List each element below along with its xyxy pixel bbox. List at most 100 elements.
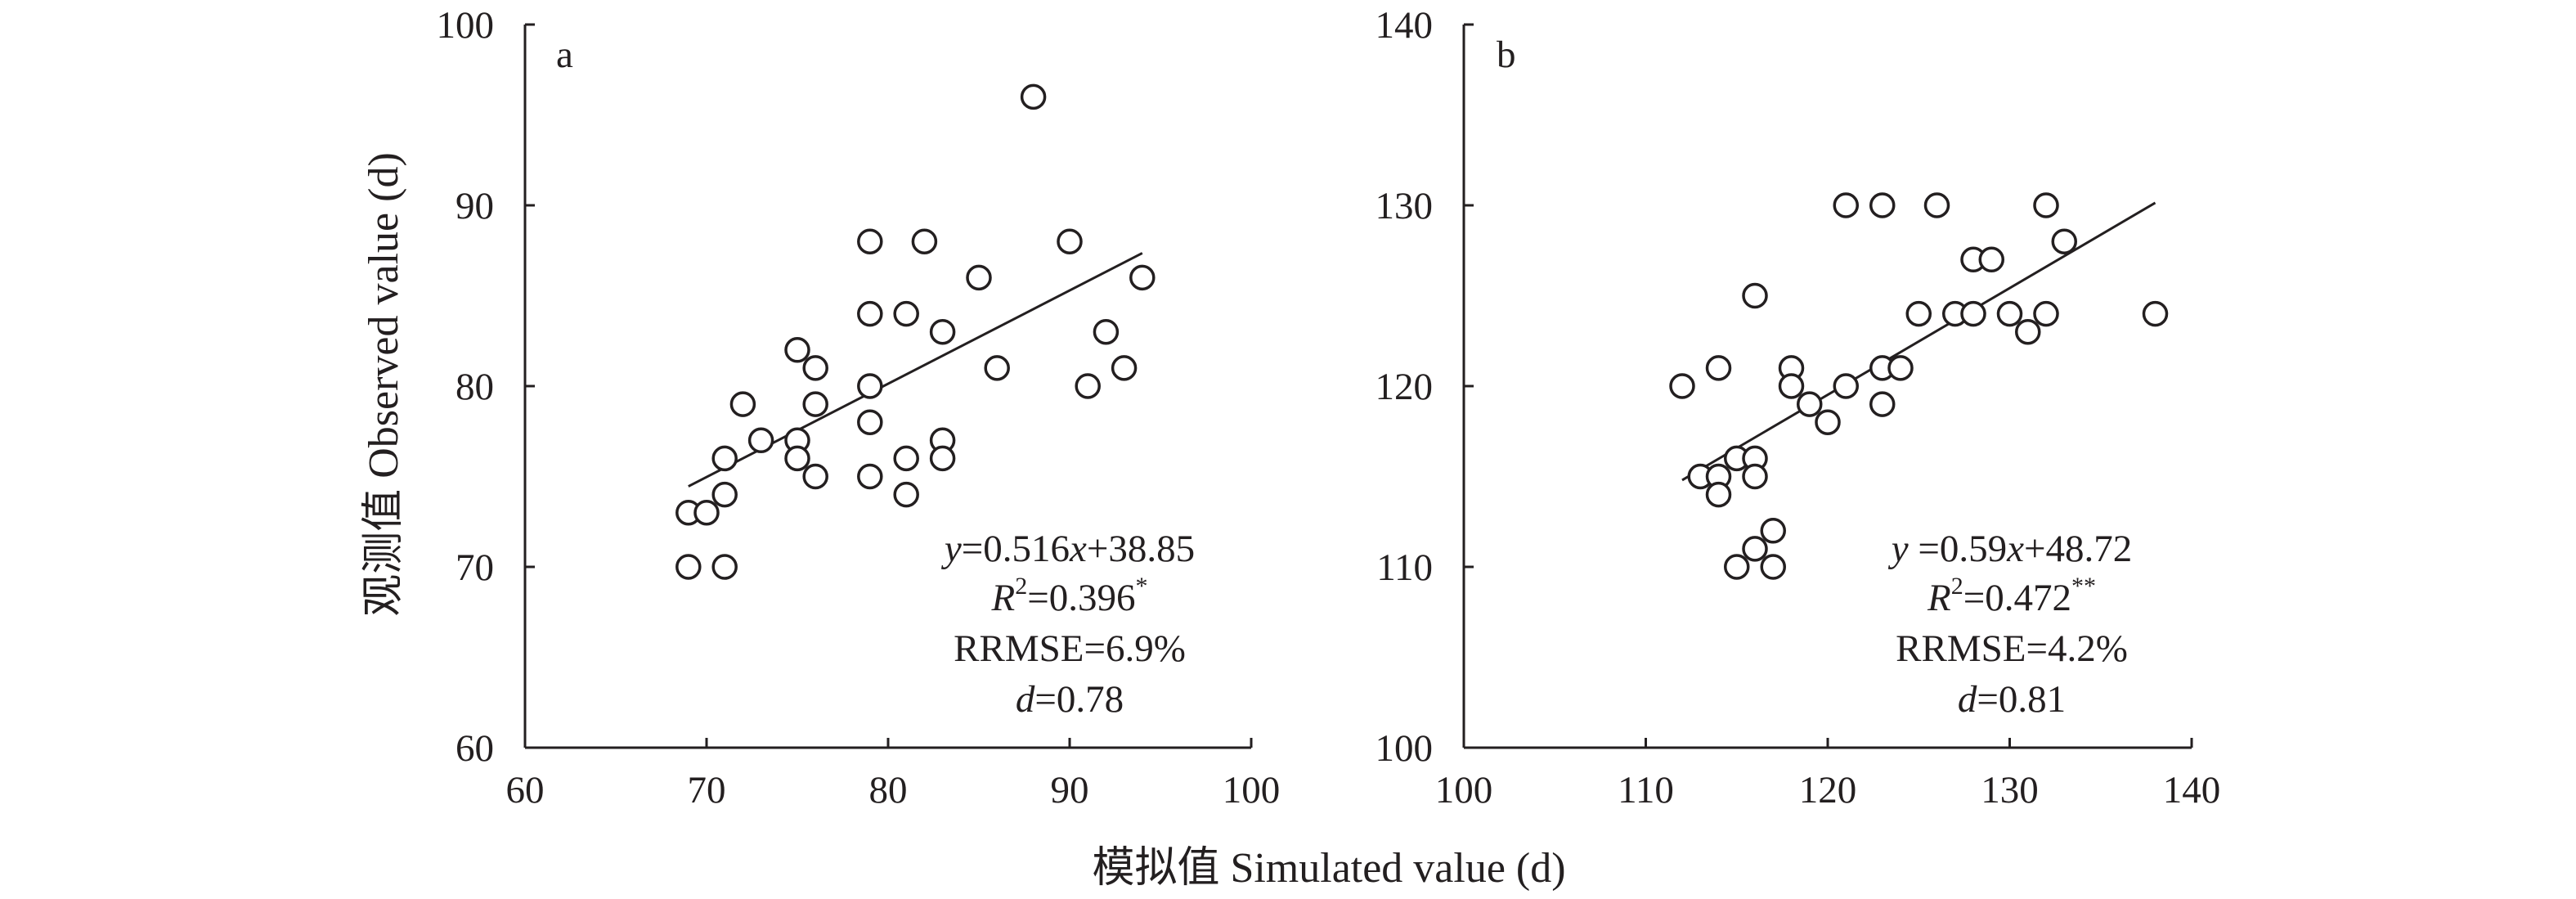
panel-a-x-tick-label: 90 xyxy=(1051,769,1089,811)
panel-a-data-point xyxy=(857,373,883,399)
panel-b-rrmse: RRMSE=4.2% xyxy=(1896,627,2128,670)
panel-b-equation: y =0.59x+48.72 xyxy=(1888,528,2133,570)
panel-a-equation: y=0.516x+38.85 xyxy=(941,528,1195,570)
panel-a-data-point xyxy=(893,445,919,472)
panel-a-data-point xyxy=(1111,355,1138,381)
panel-a-y-tick-label: 70 xyxy=(456,546,494,589)
panel-a-data-point xyxy=(857,228,883,254)
panel-a-data-point xyxy=(802,463,828,490)
panel-b-d: d=0.81 xyxy=(1958,678,2066,721)
panel-b-data-point xyxy=(1742,536,1768,562)
panel-a-data-point xyxy=(1093,318,1120,345)
panel-a-points xyxy=(675,83,1156,580)
panel-a-d: d=0.78 xyxy=(1016,678,1124,721)
panel-b-data-point xyxy=(1996,300,2023,327)
panel-a-data-point xyxy=(711,554,738,580)
panel-b-data-point xyxy=(1833,373,1859,399)
panel-b-data-point xyxy=(1705,481,1732,508)
panel-b-y-tick-label: 130 xyxy=(1376,185,1434,227)
panel-a-data-point xyxy=(711,445,738,472)
panel-b-data-point xyxy=(1833,192,1859,218)
panel-b-data-point xyxy=(1905,300,1932,327)
panel-a-data-point xyxy=(929,445,956,472)
panel-b-data-point xyxy=(1669,373,1695,399)
panel-a-data-point xyxy=(984,355,1010,381)
panel-b-data-point xyxy=(2051,228,2077,254)
panel-b-x-tick-label: 130 xyxy=(1981,769,2039,811)
panel-b-data-point xyxy=(1705,355,1732,381)
panel-a-x-tick-label: 80 xyxy=(869,769,908,811)
panel-b-data-point xyxy=(1724,554,1750,580)
panel-a-data-point xyxy=(857,409,883,435)
panel-a-x-tick-label: 60 xyxy=(506,769,545,811)
panel-b-data-point xyxy=(1742,463,1768,490)
panel-a-data-point xyxy=(675,554,702,580)
panel-b-data-point xyxy=(2033,192,2059,218)
panel-b-points xyxy=(1669,192,2169,580)
panel-a-y-tick-label: 90 xyxy=(456,185,494,227)
y-axis-title: 观测值 Observed value (d) xyxy=(361,152,407,617)
panel-b-r2: R2=0.472** xyxy=(1927,573,2096,619)
panel-b-data-point xyxy=(1797,391,1823,417)
panel-b-data-point xyxy=(1960,300,1986,327)
panel-a-data-point xyxy=(784,337,810,363)
panel-a-data-point xyxy=(929,318,956,345)
panel-a-data-point xyxy=(857,300,883,327)
panel-a-data-point xyxy=(857,463,883,490)
panel-a-data-point xyxy=(1057,228,1083,254)
panel-a-data-point xyxy=(747,427,774,454)
panel-a-y-tick-label: 100 xyxy=(437,4,495,47)
panel-b-data-point xyxy=(1760,518,1786,544)
panel-a-data-point xyxy=(711,481,738,508)
panel-a-y-tick-label: 80 xyxy=(456,366,494,408)
panel-b-data-point xyxy=(1869,192,1896,218)
panel-b-data-point xyxy=(1887,355,1914,381)
panel-b-y-tick-label: 140 xyxy=(1376,4,1434,47)
panel-b-axes: 100 110 120 130 140 100 110 120 130 140 xyxy=(1376,4,2221,811)
panel-b-data-point xyxy=(1815,409,1841,435)
panel-b-data-point xyxy=(1923,192,1950,218)
panel-a-label: a xyxy=(556,34,573,76)
panel-a-r2: R2=0.396* xyxy=(991,573,1148,619)
panel-a-stats: y=0.516x+38.85 R2=0.396* RRMSE=6.9% d=0.… xyxy=(941,528,1195,721)
panel-a-data-point xyxy=(1075,373,1101,399)
panel-b-x-tick-label: 110 xyxy=(1618,769,1674,811)
panel-a-data-point xyxy=(693,499,720,526)
panel-b-y-tick-label: 110 xyxy=(1376,546,1433,589)
panel-b-data-point xyxy=(1978,246,2004,273)
x-axis-title: 模拟值 Simulated value (d) xyxy=(1092,845,1565,892)
panel-a-data-point xyxy=(784,445,810,472)
panel-b-stats: y =0.59x+48.72 R2=0.472** RRMSE=4.2% d=0… xyxy=(1888,528,2133,721)
panel-b-data-point xyxy=(2142,300,2169,327)
panel-a-data-point xyxy=(802,355,828,381)
panel-b-x-tick-label: 120 xyxy=(1799,769,1857,811)
panel-a-data-point xyxy=(729,391,756,417)
panel-b-y-tick-label: 120 xyxy=(1376,366,1434,408)
panel-a-axes: 60 70 80 90 100 60 70 80 90 100 xyxy=(437,4,1281,811)
panel-b-data-point xyxy=(1778,373,1805,399)
panel-b-data-point xyxy=(1869,391,1896,417)
panel-b-x-tick-label: 100 xyxy=(1435,769,1493,811)
panel-a-data-point xyxy=(893,300,919,327)
panel-a-data-point xyxy=(966,264,992,291)
panel-a-data-point xyxy=(911,228,938,254)
panel-a-rrmse: RRMSE=6.9% xyxy=(954,627,1186,670)
panel-a-data-point xyxy=(802,391,828,417)
panel-b-data-point xyxy=(1760,554,1786,580)
panel-b-y-tick-label: 100 xyxy=(1376,727,1434,770)
panel-b-fit-line xyxy=(1681,201,2156,482)
panel-a-x-tick-label: 70 xyxy=(688,769,726,811)
panel-b-label: b xyxy=(1497,34,1516,76)
panel-b-data-point xyxy=(1742,282,1768,309)
panel-a-data-point xyxy=(893,481,919,508)
panel-b-data-point xyxy=(2033,300,2059,327)
panel-b: 100 110 120 130 140 100 110 120 130 140 b y =0.59… xyxy=(1376,4,2221,811)
panel-b-data-point xyxy=(2015,318,2041,345)
panel-b-x-tick-label: 140 xyxy=(2163,769,2221,811)
panel-a-x-tick-label: 100 xyxy=(1223,769,1281,811)
panel-a: 60 70 80 90 100 60 70 80 90 100 a y=0.516x+38.85 … xyxy=(437,4,1281,811)
panel-a-y-tick-label: 60 xyxy=(456,727,494,770)
panel-a-data-point xyxy=(1129,264,1156,291)
panel-a-data-point xyxy=(1020,83,1047,110)
